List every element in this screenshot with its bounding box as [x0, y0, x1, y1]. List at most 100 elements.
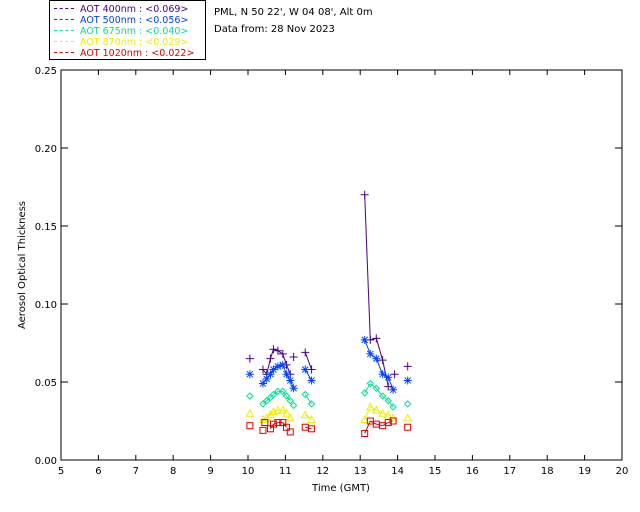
series-4-point: [261, 419, 269, 427]
series-0-point: [403, 362, 412, 371]
series-1-segment: [364, 339, 371, 355]
series-2-point: [366, 379, 375, 388]
y-tick-label: 0.25: [35, 66, 57, 77]
series-2-point: [289, 401, 298, 410]
x-axis-label: Time (GMT): [311, 483, 370, 494]
series-0-point: [360, 190, 369, 199]
legend-item-870nm: AOT 870nm : <0.029>: [54, 37, 188, 48]
series-2-point: [378, 392, 387, 400]
series-0-point: [278, 349, 287, 358]
series-1-point: [266, 370, 275, 379]
x-tick-label: 11: [279, 466, 292, 477]
legend-swatch-1020nm: [54, 52, 74, 53]
series-2-point: [269, 390, 278, 399]
x-tick-label: 18: [541, 466, 554, 477]
series-lines: [262, 194, 394, 434]
x-tick-label: 6: [95, 466, 101, 477]
series-1-segment: [375, 358, 384, 375]
series-4-point: [361, 429, 369, 437]
series-2-point: [360, 389, 369, 397]
y-axis-ticks: 0.00 0.05 0.10 0.15 0.20 0.25: [35, 66, 622, 467]
series-0-segment: [282, 353, 287, 366]
series-3-point: [245, 408, 255, 417]
legend-label-500nm: AOT 500nm : <0.056>: [80, 15, 189, 26]
x-tick-label: 9: [207, 466, 213, 477]
legend-item-1020nm: AOT 1020nm : <0.022>: [54, 48, 194, 59]
series-1-point: [301, 365, 310, 374]
legend-label-870nm: AOT 870nm : <0.029>: [80, 37, 189, 48]
series-3-point: [278, 405, 288, 414]
series-4-segment: [270, 423, 274, 430]
y-tick-label: 0.10: [35, 300, 57, 311]
series-3-point: [378, 408, 387, 417]
series-4-point: [279, 419, 287, 427]
series-0-point: [378, 356, 387, 365]
x-tick-label: 12: [316, 466, 329, 477]
series-markers: [245, 190, 413, 437]
series-4-point: [246, 422, 254, 430]
y-tick-label: 0.00: [35, 456, 57, 467]
series-3-point: [285, 413, 295, 422]
legend-label-1020nm: AOT 1020nm : <0.022>: [80, 48, 195, 59]
series-4-point: [384, 419, 392, 427]
series-2-point: [307, 400, 316, 408]
y-axis-label: Aerosol Optical Thickness: [17, 201, 28, 329]
series-4-segment: [282, 422, 287, 428]
x-tick-label: 15: [429, 466, 442, 477]
legend-item-400nm: AOT 400nm : <0.069>: [54, 4, 188, 15]
series-2-point: [384, 397, 392, 405]
x-tick-label: 13: [354, 466, 367, 477]
series-0-point: [258, 365, 267, 374]
series-1-point: [269, 365, 278, 374]
series-4-point: [283, 423, 291, 431]
series-2-point: [262, 397, 271, 405]
series-0-segment: [277, 350, 284, 355]
date-info: Data from: 28 Nov 2023: [214, 24, 335, 35]
series-1-point: [262, 374, 271, 383]
series-3-point: [300, 410, 310, 419]
series-2-segment: [286, 395, 291, 402]
series-2-point: [301, 390, 309, 399]
series-0-point: [245, 354, 254, 363]
series-4-point: [274, 419, 282, 427]
series-2-point: [389, 403, 397, 411]
series-4-segment: [273, 422, 279, 425]
x-axis-ticks: 5 6 7 8 9 10 11 12 13 14 15 16 17 18 19 20: [58, 70, 629, 477]
series-3-point: [360, 414, 370, 423]
series-0-point: [273, 346, 282, 355]
series-2-segment: [282, 391, 287, 397]
series-3-point: [365, 402, 375, 411]
series-4-point: [286, 428, 294, 436]
series-2-point: [259, 400, 267, 408]
series-2-point: [274, 387, 282, 396]
series-1-point: [307, 376, 316, 385]
series-2-segment: [273, 390, 279, 395]
series-0-point: [269, 345, 278, 354]
series-2-segment: [369, 383, 377, 389]
legend-swatch-675nm: [54, 30, 74, 31]
series-3-point: [273, 405, 283, 414]
series-2-segment: [375, 387, 384, 397]
series-1-point: [360, 335, 369, 344]
legend-swatch-500nm: [54, 19, 74, 20]
x-tick-label: 16: [466, 466, 479, 477]
legend-label-675nm: AOT 675nm : <0.040>: [80, 26, 189, 37]
series-4-point: [269, 420, 277, 428]
series-1-point: [366, 349, 375, 358]
x-tick-label: 20: [616, 466, 629, 477]
series-4-point: [259, 426, 267, 434]
series-3-point: [282, 408, 291, 417]
series-3-point: [383, 410, 393, 419]
legend-item-500nm: AOT 500nm : <0.056>: [54, 15, 188, 26]
series-2-segment: [364, 383, 371, 394]
x-tick-label: 14: [391, 466, 404, 477]
series-1-segment: [387, 377, 394, 390]
legend-swatch-870nm: [54, 41, 74, 42]
series-4-point: [404, 423, 412, 431]
series-1-point: [245, 370, 254, 379]
series-1-point: [403, 376, 412, 385]
series-0-segment: [382, 360, 389, 387]
series-0-point: [266, 354, 275, 363]
series-3-point: [371, 405, 381, 414]
